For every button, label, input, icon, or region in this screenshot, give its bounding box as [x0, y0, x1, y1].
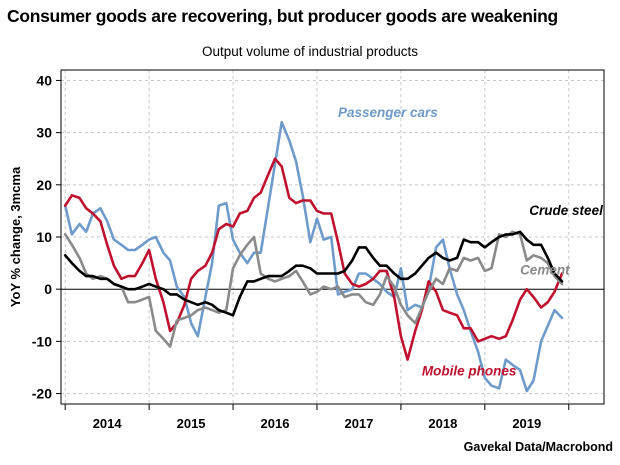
- y-tick-label: 30: [36, 125, 52, 141]
- grid-lines: [61, 70, 604, 404]
- chart-subtitle: Output volume of industrial products: [201, 44, 419, 59]
- x-tick-label: 2016: [261, 416, 290, 431]
- x-tick-label: 2014: [93, 416, 123, 431]
- y-tick-label: -20: [32, 386, 52, 402]
- annotation-passenger-cars: Passenger cars: [338, 105, 438, 120]
- y-tick-label: 0: [44, 281, 52, 297]
- series-line-crude-steel: [63, 230, 564, 317]
- annotation-crude-steel: Crude steel: [529, 203, 603, 218]
- y-tick-label: 10: [36, 229, 52, 245]
- series-line-cement: [63, 230, 564, 348]
- y-tick-label: 40: [36, 72, 52, 88]
- x-tick-label: 2015: [177, 416, 206, 431]
- x-tick-label: 2017: [344, 416, 373, 431]
- y-tick-label: -10: [32, 333, 52, 349]
- x-tick-label: 2019: [512, 416, 541, 431]
- y-axis-label: YoY % change, 3mcma: [8, 166, 23, 307]
- source-credit: Gavekal Data/Macrobond: [463, 440, 613, 454]
- y-tick-label: 20: [36, 177, 52, 193]
- annotation-cement: Cement: [520, 263, 570, 278]
- chart-title: Consumer goods are recovering, but produ…: [7, 6, 558, 26]
- series-lines: [63, 120, 564, 393]
- series-line-mobile-phones: [63, 157, 564, 361]
- series-line-passenger-cars: [63, 120, 564, 393]
- y-axis-ticks: -20 -10 0 10 20 30 40: [32, 72, 61, 402]
- x-axis-ticks: 2014 2015 2016 2017 2018 2019: [64, 404, 570, 431]
- annotation-mobile-phones: Mobile phones: [422, 363, 517, 378]
- x-tick-label: 2018: [428, 416, 457, 431]
- series-annotations: Passenger cars Crude steel Cement Mobile ph…: [338, 105, 603, 378]
